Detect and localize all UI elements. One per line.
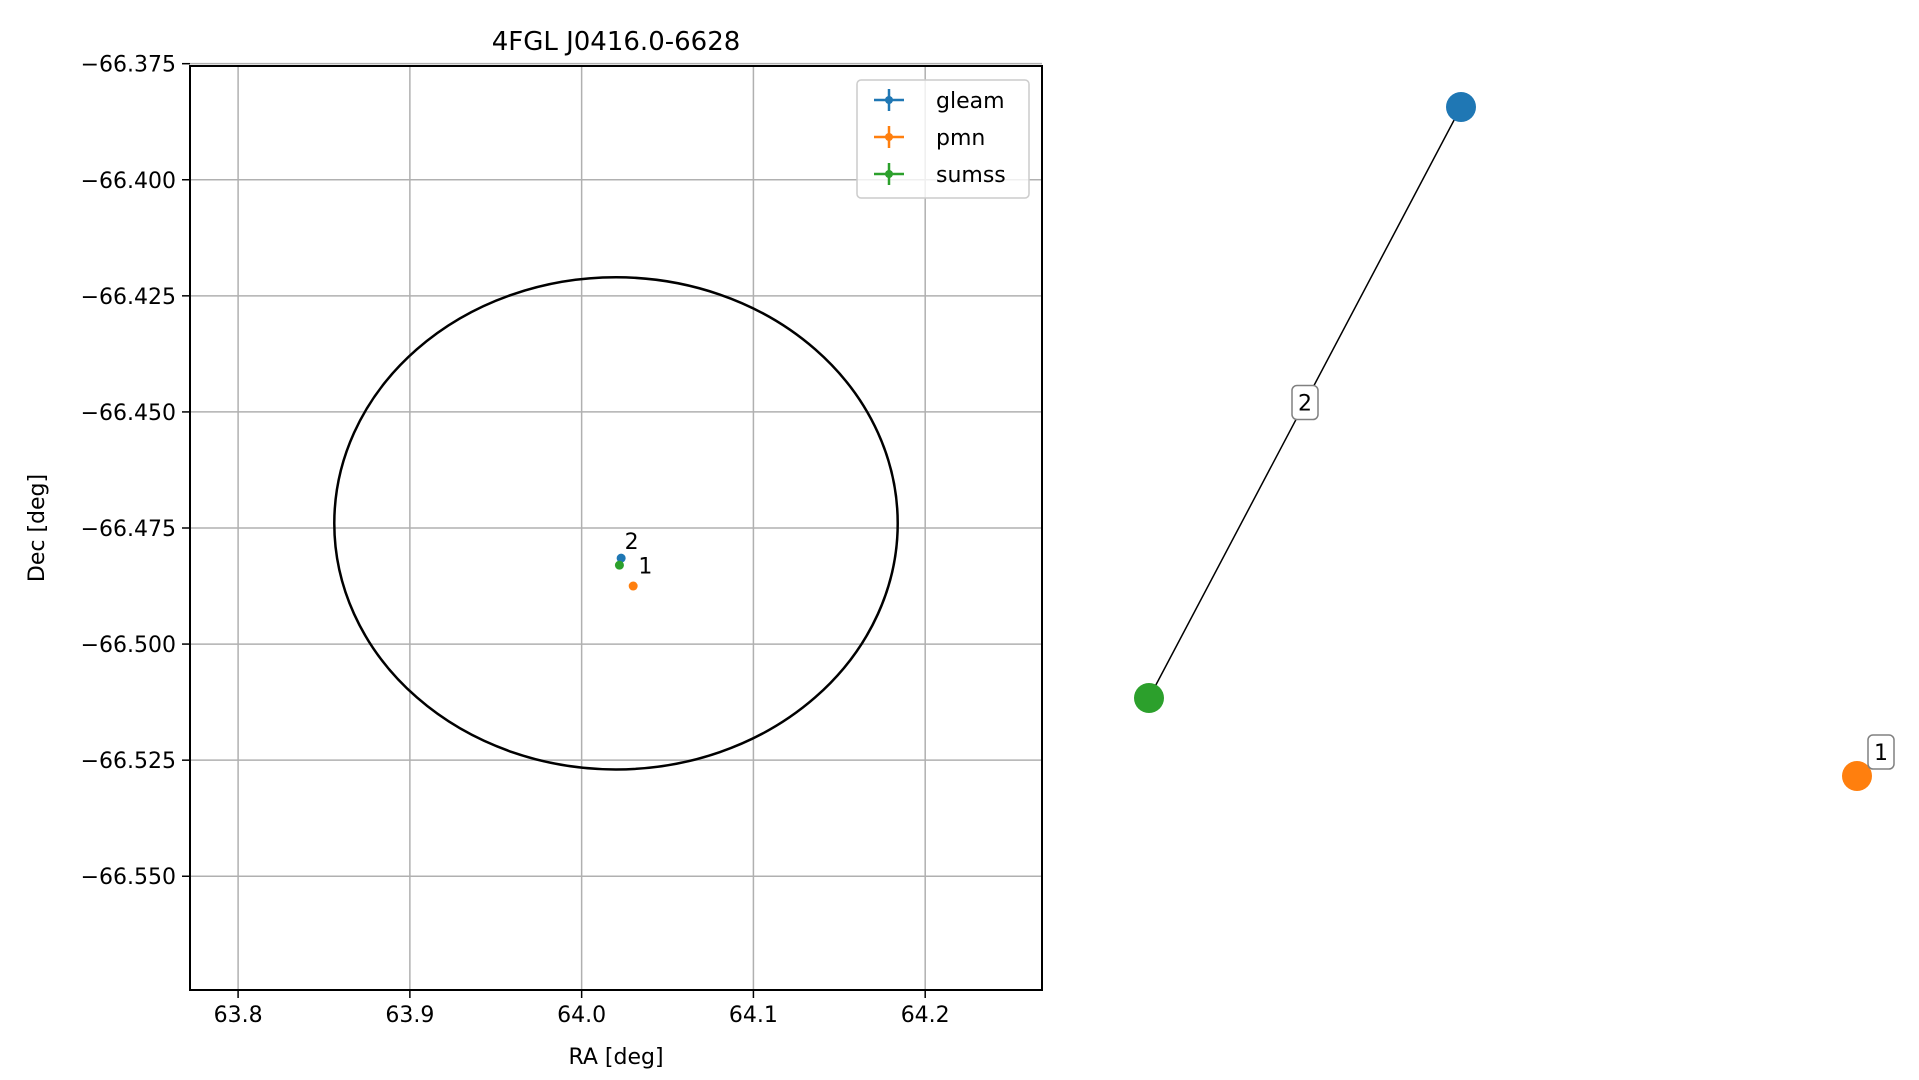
x-axis-label: RA [deg] [568,1045,663,1070]
graph-node-sumss [1134,683,1164,713]
point-annotation: 2 [625,530,639,555]
y-axis-label: Dec [deg] [25,474,50,582]
chart-title: 4FGL J0416.0-6628 [492,27,741,57]
data-points [614,553,638,591]
x-tick-label: 64.2 [901,1003,950,1028]
association-graph-panel: 21 [1134,92,1895,791]
y-tick-label: −66.500 [81,633,176,658]
x-tick-label: 63.8 [214,1003,263,1028]
legend: gleam pmn sumss [856,79,1030,199]
y-tick-label: −66.550 [81,865,176,890]
x-tick-label: 64.1 [729,1003,778,1028]
node-label-box [1867,734,1895,770]
graph-nodes [1134,92,1872,791]
y-axis-ticks: −66.375 −66.400 −66.425 −66.450 −66.475 −66.5… [81,53,190,890]
x-tick-label: 63.9 [385,1003,434,1028]
legend-dot-sumss [885,170,893,178]
edge-label: 2 [1298,392,1312,417]
x-axis-ticks: 63.8 63.9 64.0 64.1 64.2 [214,990,950,1028]
y-tick-label: −66.525 [81,749,176,774]
point-sumss [614,560,624,570]
error-ellipse [333,276,899,771]
scatter-plot-panel: 21 63.8 63.9 64.0 64.1 64.2 −66.375−66.400−6… [25,27,1043,1070]
x-tick-label: 64.0 [557,1003,606,1028]
node-label: 1 [1874,741,1888,766]
y-tick-label: −66.375 [81,53,176,78]
graph-labels: 21 [1291,384,1895,770]
point-annotation: 1 [638,555,652,580]
y-tick-label: −66.450 [81,401,176,426]
graph-node-pmn [1842,761,1872,791]
y-tick-label: −66.425 [81,285,176,310]
point-pmn [628,581,638,591]
legend-dot-gleam [885,96,893,104]
error-ellipse-layer [333,276,899,771]
legend-label-gleam: gleam [936,89,1005,114]
legend-box [856,79,1030,199]
point-annotations: 21 [625,530,653,580]
point-gleam [616,553,626,563]
graph-node-gleam [1446,92,1476,122]
grid-lines [190,62,1042,990]
legend-label-pmn: pmn [936,126,985,151]
edge-label-box [1291,384,1319,421]
y-tick-label: −66.400 [81,169,176,194]
y-tick-label: −66.475 [81,517,176,542]
legend-dot-pmn [885,133,893,141]
legend-label-sumss: sumss [936,163,1006,188]
